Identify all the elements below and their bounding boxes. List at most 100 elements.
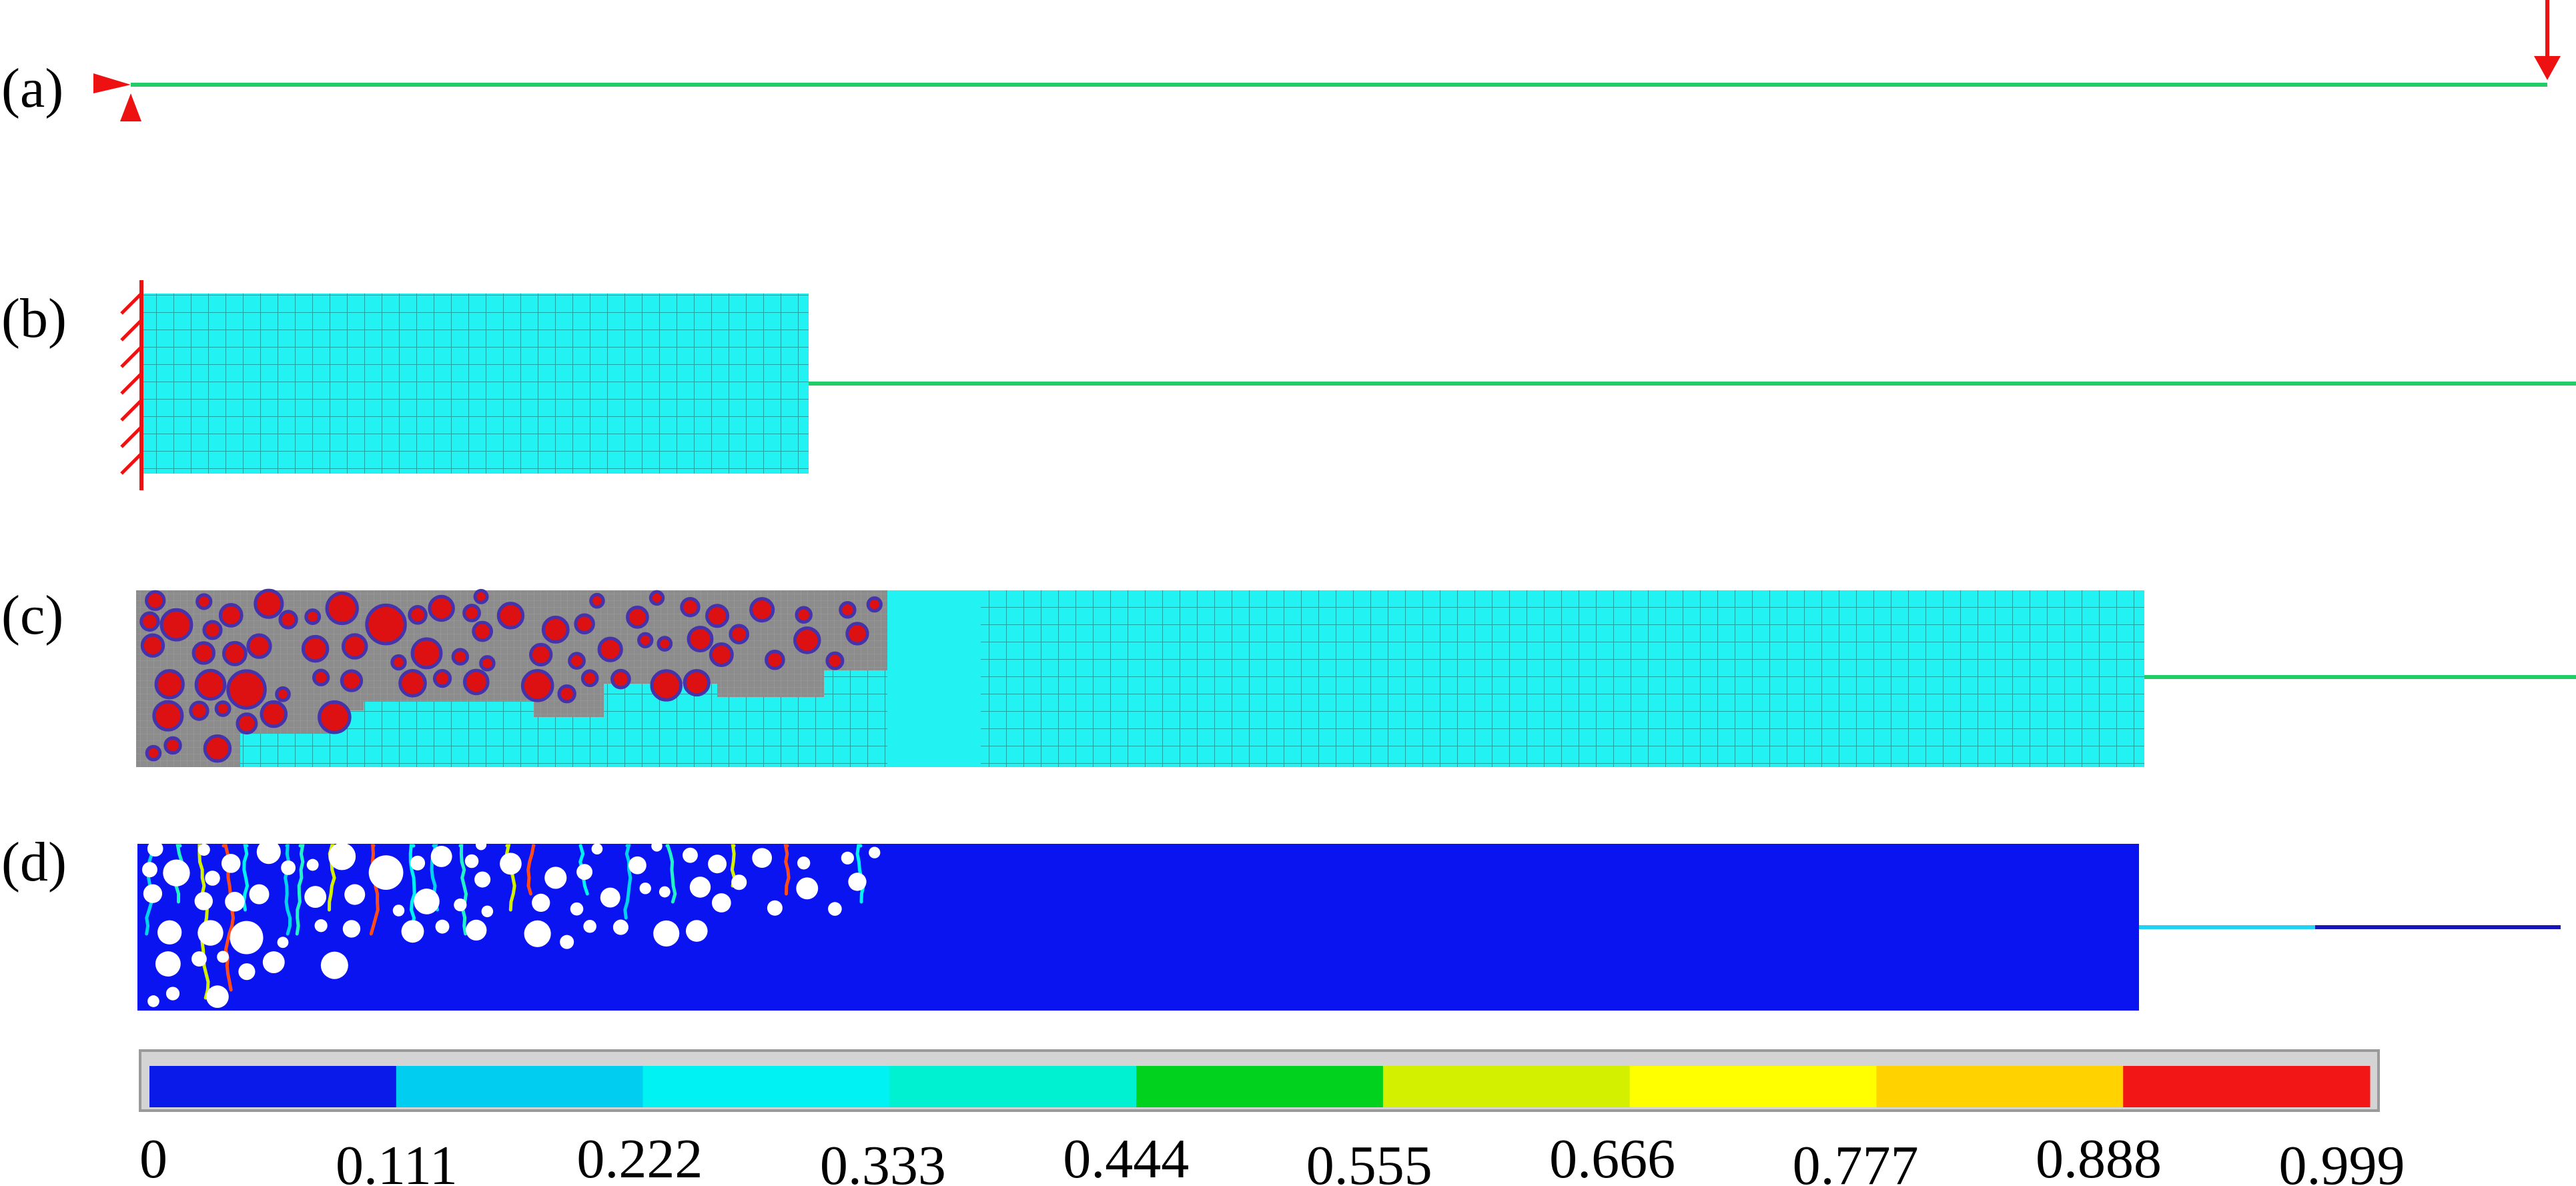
colorbar-tick-label: 0.666: [1549, 1128, 1675, 1186]
colorbar-segment: [1382, 1066, 1631, 1107]
aggregate-void: [466, 919, 487, 941]
aggregate-void: [217, 951, 230, 963]
aggregate-particle: [496, 602, 525, 630]
aggregate-void: [262, 951, 285, 973]
aggregate-particle: [557, 684, 576, 704]
colorbar-segment: [149, 1066, 397, 1107]
aggregate-void: [560, 935, 574, 949]
colorbar-tick-label: 0.222: [576, 1128, 703, 1186]
panel-label-d: (d): [1, 831, 67, 893]
aggregate-void: [157, 920, 182, 945]
roller-support-icon: [93, 73, 131, 93]
aggregate-particle: [301, 634, 330, 663]
aggregate-particle: [683, 668, 711, 697]
aggregate-void: [653, 920, 680, 947]
aggregate-particle: [626, 605, 649, 629]
aggregate-particle: [705, 604, 730, 628]
crack-band: [295, 844, 305, 936]
panel-d-damage-contour: [137, 839, 2561, 1011]
crack-band: [284, 844, 292, 936]
aggregate-particle: [254, 588, 284, 619]
aggregate-void: [281, 860, 296, 875]
aggregate-particle: [597, 636, 623, 662]
aggregate-void: [147, 995, 159, 1007]
aggregate-particle: [340, 669, 364, 692]
aggregate-void: [689, 876, 711, 898]
aggregate-void: [464, 854, 479, 868]
aggregate-void: [848, 872, 867, 891]
aggregate-void: [155, 951, 181, 977]
aggregate-particle: [152, 700, 184, 732]
aggregate-void: [141, 862, 157, 878]
aggregate-void: [628, 856, 647, 874]
aggregate-particle: [589, 592, 605, 609]
colorbar-segment: [396, 1066, 644, 1107]
aggregate-particle: [194, 668, 227, 701]
panel-b-mesh-model: [120, 280, 2576, 490]
aggregate-particle: [649, 590, 665, 606]
aggregate-particle: [839, 601, 857, 619]
crack-band: [458, 844, 468, 936]
colorbar-segment: [1876, 1066, 2124, 1107]
aggregate-particle: [520, 669, 554, 702]
crack-band: [623, 844, 632, 920]
aggregate-void: [576, 864, 593, 880]
aggregate-particle: [451, 648, 470, 666]
aggregate-void: [191, 951, 207, 967]
aggregate-void: [475, 839, 487, 850]
aggregate-void: [435, 919, 450, 934]
aggregate-void: [869, 846, 881, 858]
aggregate-particle: [432, 669, 452, 688]
colorbar-segments: [149, 1066, 2371, 1107]
panel-c-mesoscale-model: [136, 588, 2576, 767]
aggregate-void: [306, 858, 319, 871]
aggregate-void: [206, 985, 229, 1009]
aggregate-void: [711, 893, 731, 913]
aggregate-void: [392, 905, 405, 917]
aggregate-particle: [529, 642, 553, 667]
aggregate-particle: [278, 610, 298, 630]
fixed-support-hatch-icon: [120, 292, 143, 475]
aggregate-void: [683, 847, 698, 863]
aggregate-void: [304, 886, 327, 909]
aggregate-void: [532, 893, 550, 913]
aggregate-void: [591, 843, 603, 854]
aggregate-particle: [139, 611, 160, 632]
panel-label-b: (b): [1, 287, 67, 350]
panel-a-beam-model: [93, 0, 2561, 121]
aggregate-void: [163, 859, 190, 886]
crack-band: [526, 844, 536, 896]
aggregate-void: [752, 848, 773, 868]
aggregate-particle: [246, 633, 272, 659]
aggregate-void: [249, 884, 270, 905]
aggregate-particle: [325, 591, 359, 626]
aggregate-void: [612, 919, 628, 935]
colorbar-segment: [2123, 1066, 2371, 1107]
colorbar-segment: [1629, 1066, 1877, 1107]
aggregate-void: [197, 843, 210, 856]
aggregate-void: [454, 898, 467, 912]
aggregate-particle: [473, 588, 489, 604]
crack-band: [783, 844, 791, 896]
aggregate-particle: [610, 668, 631, 690]
aggregate-void: [344, 884, 366, 905]
colorbar-tick-label: 0.555: [1306, 1135, 1432, 1186]
aggregate-particle: [226, 669, 267, 710]
aggregate-particle: [765, 649, 785, 670]
aggregate-void: [570, 902, 584, 916]
aggregate-void: [500, 852, 522, 875]
colorbar-segment: [642, 1066, 890, 1107]
aggregate-particle: [191, 641, 216, 665]
aggregate-void: [328, 842, 356, 870]
aggregate-void: [410, 855, 426, 870]
aggregate-particle: [145, 590, 166, 611]
aggregate-particle: [410, 637, 443, 670]
aggregate-particle: [408, 604, 428, 625]
aggregate-particle: [479, 655, 496, 672]
colorbar-tick-label: 0.777: [1793, 1135, 1919, 1186]
aggregate-void: [430, 845, 452, 867]
aggregate-particle: [845, 622, 869, 646]
aggregate-particle: [140, 633, 165, 658]
panel-label-a: (a): [1, 57, 63, 119]
